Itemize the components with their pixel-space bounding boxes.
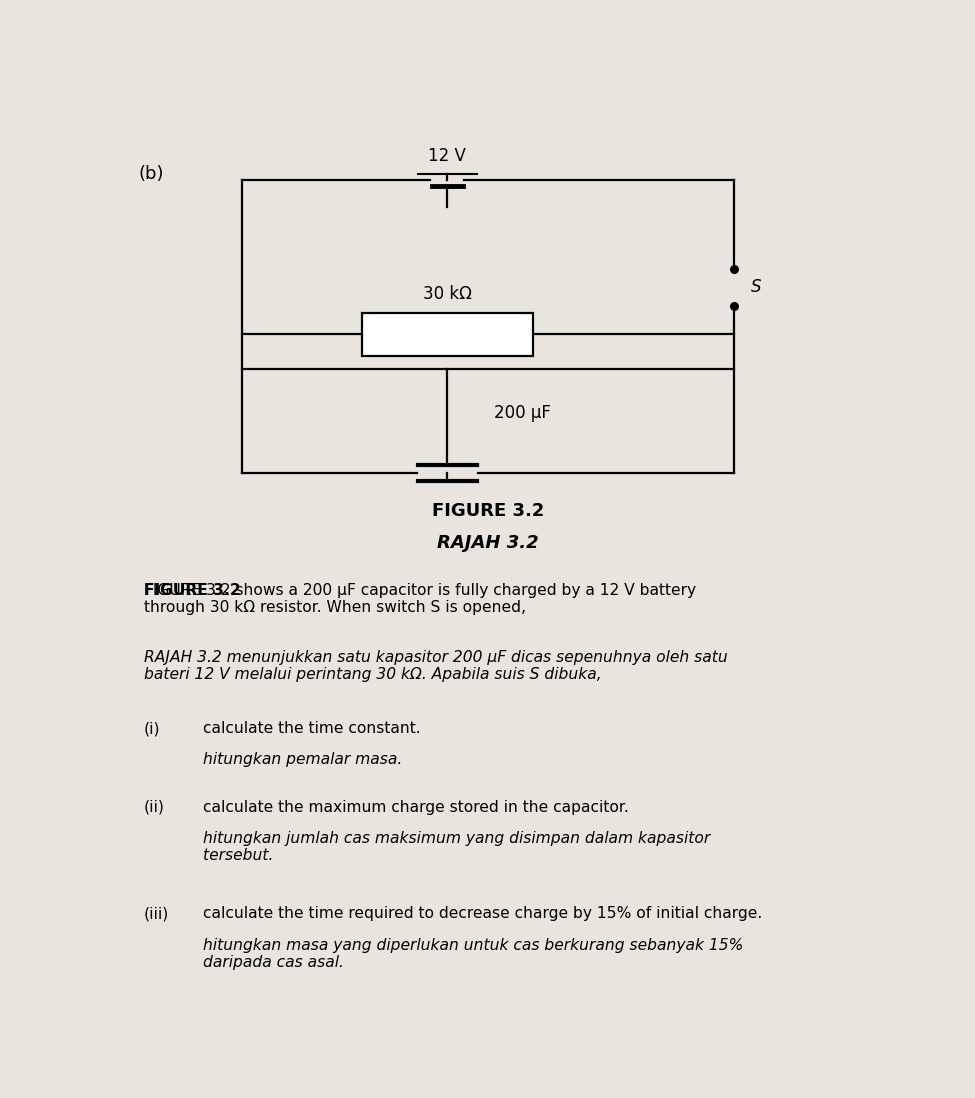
Text: RAJAH 3.2: RAJAH 3.2 [437, 535, 539, 552]
Text: 12 V: 12 V [428, 147, 466, 166]
Text: 200 μF: 200 μF [494, 404, 551, 423]
Text: hitungkan pemalar masa.: hitungkan pemalar masa. [203, 752, 403, 768]
Text: hitungkan jumlah cas maksimum yang disimpan dalam kapasitor
tersebut.: hitungkan jumlah cas maksimum yang disim… [203, 831, 711, 863]
Text: S: S [751, 278, 761, 296]
Text: RAJAH 3.2 menunjukkan satu kapasitor 200 μF dicas sepenuhnya oleh satu
bateri 12: RAJAH 3.2 menunjukkan satu kapasitor 200… [143, 650, 727, 682]
Text: calculate the time constant.: calculate the time constant. [203, 721, 421, 736]
Text: calculate the time required to decrease charge by 15% of initial charge.: calculate the time required to decrease … [203, 906, 762, 921]
Text: (ii): (ii) [143, 799, 165, 815]
Text: calculate the maximum charge stored in the capacitor.: calculate the maximum charge stored in t… [203, 799, 629, 815]
Bar [362, 313, 532, 356]
Text: FIGURE 3.2: FIGURE 3.2 [143, 583, 240, 598]
Text: FIGURE 3.2: FIGURE 3.2 [432, 502, 544, 520]
Text: (b): (b) [138, 165, 165, 183]
Text: (i): (i) [143, 721, 160, 736]
Text: (iii): (iii) [143, 906, 169, 921]
Text: 30 kΩ: 30 kΩ [423, 285, 472, 303]
Text: hitungkan masa yang diperlukan untuk cas berkurang sebanyak 15%
daripada cas asa: hitungkan masa yang diperlukan untuk cas… [203, 938, 744, 970]
Text: FIGURE 3.2 shows a 200 μF capacitor is fully charged by a 12 V battery
through 3: FIGURE 3.2 shows a 200 μF capacitor is f… [143, 583, 696, 615]
